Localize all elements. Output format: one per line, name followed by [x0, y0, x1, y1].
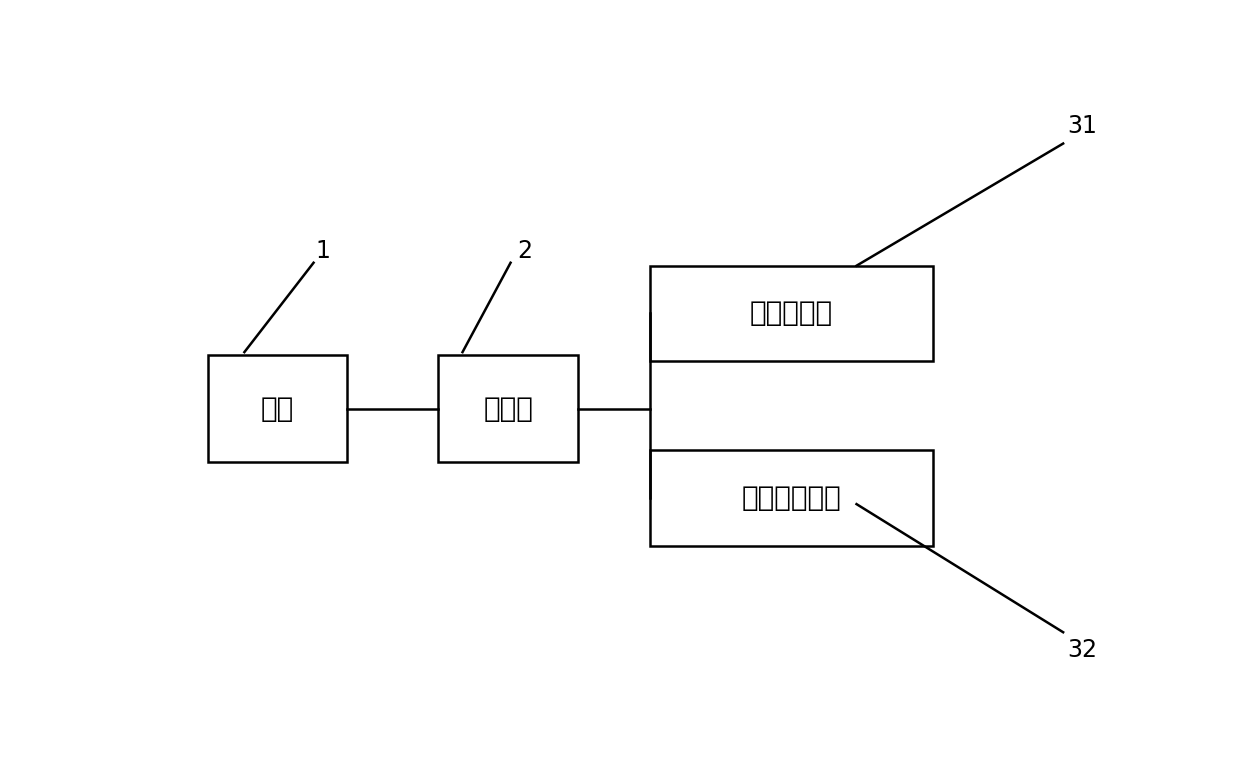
Text: 2: 2	[517, 239, 532, 263]
Bar	[208, 355, 347, 462]
Text: 倾角传感器: 倾角传感器	[750, 300, 833, 327]
Text: 方位角传感器: 方位角传感器	[742, 485, 842, 512]
Text: 电源: 电源	[260, 395, 294, 423]
Text: 32: 32	[1068, 638, 1097, 662]
Text: 31: 31	[1068, 114, 1097, 138]
Bar	[650, 265, 934, 361]
Bar	[439, 355, 578, 462]
Text: 1: 1	[316, 239, 331, 263]
Text: 显示屏: 显示屏	[484, 395, 533, 423]
Bar	[650, 450, 934, 546]
